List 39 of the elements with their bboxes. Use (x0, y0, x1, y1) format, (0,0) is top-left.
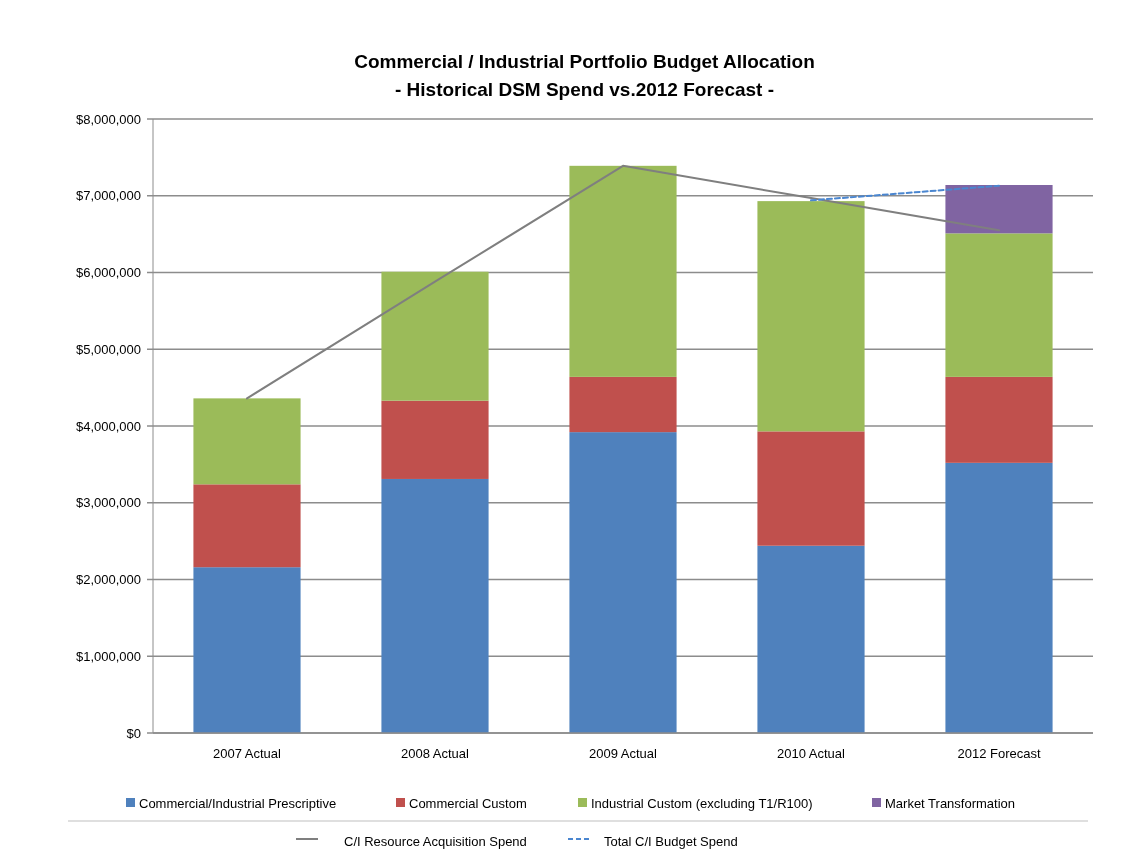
bar (757, 201, 865, 432)
y-tick-label: $0 (126, 725, 141, 741)
y-tick-label: $8,000,000 (75, 111, 141, 127)
y-tick-label: $3,000,000 (75, 495, 141, 511)
x-tick-label: 2009 Actual (589, 746, 658, 761)
bar (945, 462, 1053, 733)
bar (193, 567, 301, 733)
bar (757, 545, 865, 733)
bar (193, 484, 301, 568)
y-tick-label: $2,000,000 (75, 572, 141, 588)
x-tick-label: 2008 Actual (401, 746, 470, 761)
y-tick-label: $1,000,000 (75, 648, 141, 664)
x-tick-label: 2007 Actual (213, 746, 282, 761)
y-tick-label: $6,000,000 (75, 265, 141, 281)
y-tick-label: $5,000,000 (75, 341, 141, 357)
x-tick-label: 2012 Forecast (957, 746, 1041, 761)
bar (381, 400, 489, 479)
bar (757, 431, 865, 546)
x-tick-label: 2010 Actual (777, 746, 846, 761)
bar (945, 233, 1053, 377)
legend-label: C/I Resource Acquisition Spend (344, 833, 527, 849)
bar (569, 165, 677, 377)
legend-label: Commercial Custom (409, 795, 527, 811)
legend-label: Total C/I Budget Spend (604, 833, 738, 849)
line-series (246, 164, 1000, 400)
chart-subtitle: - Historical DSM Spend vs.2012 Forecast - (394, 79, 775, 100)
y-tick-label: $7,000,000 (75, 188, 141, 204)
legend-label: Commercial/Industrial Prescriptive (139, 795, 337, 811)
bar (193, 398, 301, 485)
chart-title: Commercial / Industrial Portfolio Budget Allocation (354, 51, 815, 72)
bar (569, 432, 677, 733)
bar (569, 376, 677, 433)
y-tick-label: $4,000,000 (75, 418, 141, 434)
bar (945, 185, 1053, 234)
legend-label: Industrial Custom (excluding T1/R100) (591, 795, 813, 811)
bar (381, 478, 489, 733)
bar (945, 376, 1053, 463)
legend-label: Market Transformation (885, 795, 1016, 811)
bar (381, 271, 489, 401)
